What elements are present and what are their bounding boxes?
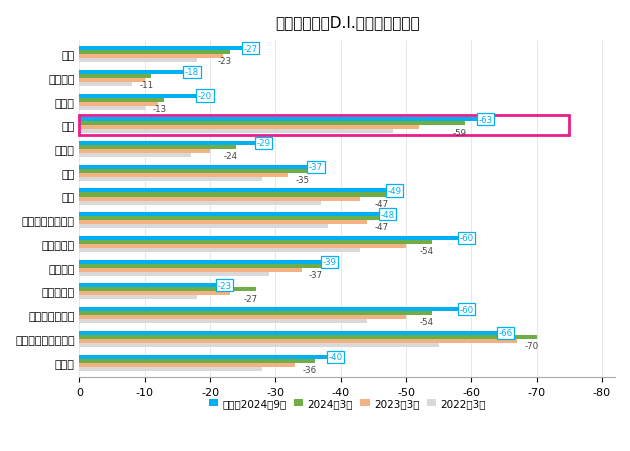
Title: 雇用人員判断D.I.（過剰－不足）: 雇用人員判断D.I.（過剰－不足） xyxy=(275,15,420,30)
Text: -23: -23 xyxy=(217,57,232,66)
Text: -66: -66 xyxy=(498,329,512,338)
Bar xyxy=(79,154,190,158)
Text: -29: -29 xyxy=(257,139,271,148)
Bar xyxy=(79,197,360,201)
Bar xyxy=(79,367,262,371)
Text: -60: -60 xyxy=(459,234,473,243)
Bar xyxy=(79,355,341,359)
Bar xyxy=(79,146,236,150)
Bar xyxy=(79,249,360,253)
Bar xyxy=(79,225,328,229)
Bar xyxy=(79,47,256,51)
Bar xyxy=(79,126,419,130)
Bar xyxy=(79,343,438,347)
Bar xyxy=(79,284,230,288)
Bar xyxy=(79,236,471,240)
Text: -27: -27 xyxy=(244,294,258,303)
Text: -18: -18 xyxy=(185,68,199,77)
Text: -63: -63 xyxy=(479,115,493,124)
Text: -47: -47 xyxy=(374,223,388,232)
Bar xyxy=(79,213,393,217)
Bar xyxy=(79,221,367,225)
Text: -27: -27 xyxy=(244,45,258,54)
Bar xyxy=(79,166,321,170)
Bar xyxy=(79,106,145,110)
Text: -36: -36 xyxy=(302,365,316,374)
Bar xyxy=(79,173,289,177)
Bar xyxy=(79,312,432,315)
Text: -49: -49 xyxy=(387,187,401,196)
Bar xyxy=(79,292,230,296)
Bar xyxy=(79,244,406,249)
Text: -54: -54 xyxy=(420,247,434,256)
Bar xyxy=(79,331,510,335)
Bar xyxy=(79,296,197,300)
Bar xyxy=(79,78,145,83)
Bar xyxy=(79,268,302,272)
Bar xyxy=(79,260,334,264)
Bar xyxy=(79,142,269,146)
Bar xyxy=(79,315,406,319)
Text: -60: -60 xyxy=(459,305,473,314)
Text: -35: -35 xyxy=(296,175,310,184)
Legend: 先行き2024年9月, 2024年3月, 2023年3月, 2022年3月: 先行き2024年9月, 2024年3月, 2023年3月, 2022年3月 xyxy=(205,394,490,412)
Text: -70: -70 xyxy=(524,341,539,350)
Text: -47: -47 xyxy=(374,199,388,208)
Bar xyxy=(79,51,230,55)
Bar xyxy=(79,272,269,276)
Text: -37: -37 xyxy=(309,270,323,279)
Bar xyxy=(79,59,197,63)
Bar xyxy=(79,170,308,173)
Text: -23: -23 xyxy=(217,281,232,290)
Text: -11: -11 xyxy=(139,81,153,90)
Text: -39: -39 xyxy=(322,258,336,267)
Bar xyxy=(79,363,295,367)
Bar xyxy=(79,150,210,154)
Bar xyxy=(79,339,517,343)
Bar xyxy=(79,75,151,78)
Bar xyxy=(79,94,210,98)
Text: -54: -54 xyxy=(420,318,434,327)
Bar xyxy=(79,288,256,292)
Bar xyxy=(79,264,321,268)
Bar xyxy=(79,55,223,59)
Bar xyxy=(79,335,537,339)
Bar xyxy=(79,83,132,87)
Text: -37: -37 xyxy=(309,163,323,172)
Bar xyxy=(79,319,367,323)
Bar xyxy=(79,122,465,126)
Bar xyxy=(79,102,158,106)
Text: -59: -59 xyxy=(453,128,467,137)
Bar xyxy=(79,201,321,205)
Text: -20: -20 xyxy=(198,92,212,101)
Bar xyxy=(79,240,432,244)
Text: -13: -13 xyxy=(152,105,166,114)
Bar xyxy=(79,193,386,197)
Bar xyxy=(79,118,491,122)
Bar xyxy=(79,177,262,181)
Bar xyxy=(79,217,386,221)
Bar xyxy=(79,308,471,312)
Bar xyxy=(79,189,399,193)
Bar xyxy=(79,98,164,102)
Text: -48: -48 xyxy=(381,210,395,219)
Bar xyxy=(79,71,197,75)
Text: -24: -24 xyxy=(224,152,238,161)
Bar xyxy=(79,359,314,363)
Text: -40: -40 xyxy=(329,352,343,361)
Bar xyxy=(79,130,393,134)
